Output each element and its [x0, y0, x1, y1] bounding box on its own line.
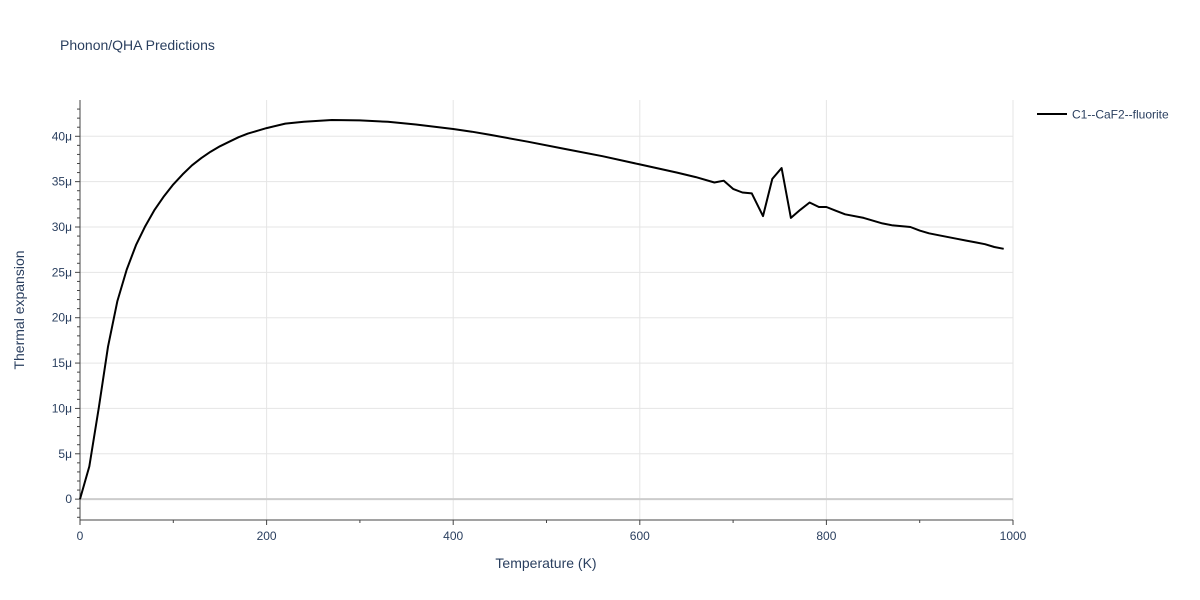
y-axis-title: Thermal expansion	[11, 250, 27, 369]
y-tick-label: 35μ	[52, 175, 72, 189]
y-tick-label: 25μ	[52, 265, 72, 279]
series-line[interactable]	[79, 119, 1004, 500]
grid	[79, 100, 1014, 521]
y-tick-label: 20μ	[52, 311, 72, 325]
y-tick-label: 15μ	[52, 356, 72, 370]
y-tick-label: 40μ	[52, 129, 72, 143]
x-tick-label: 1000	[1000, 529, 1027, 543]
y-axis-ticks: 0 5μ 10μ 15μ 20μ 25μ 30μ 35μ 40μ	[52, 129, 73, 506]
y-tick-label: 0	[65, 492, 72, 506]
x-tick-label: 200	[257, 529, 277, 543]
legend[interactable]: C1--CaF2--fluorite	[1037, 108, 1169, 122]
y-tick-label: 30μ	[52, 220, 72, 234]
y-tick-label: 5μ	[58, 447, 72, 461]
x-axis-ticks: 0 200 400 600 800 1000	[77, 520, 1027, 543]
x-tick-label: 600	[630, 529, 650, 543]
y-tick-label: 10μ	[52, 401, 72, 415]
y-minor-ticks	[75, 108, 80, 518]
x-axis-title: Temperature (K)	[495, 555, 596, 571]
legend-item-label: C1--CaF2--fluorite	[1072, 108, 1169, 122]
x-tick-label: 0	[77, 529, 84, 543]
chart-title: Phonon/QHA Predictions	[60, 37, 215, 53]
x-tick-label: 800	[816, 529, 836, 543]
series-layer	[79, 119, 1004, 500]
x-tick-label: 400	[443, 529, 463, 543]
